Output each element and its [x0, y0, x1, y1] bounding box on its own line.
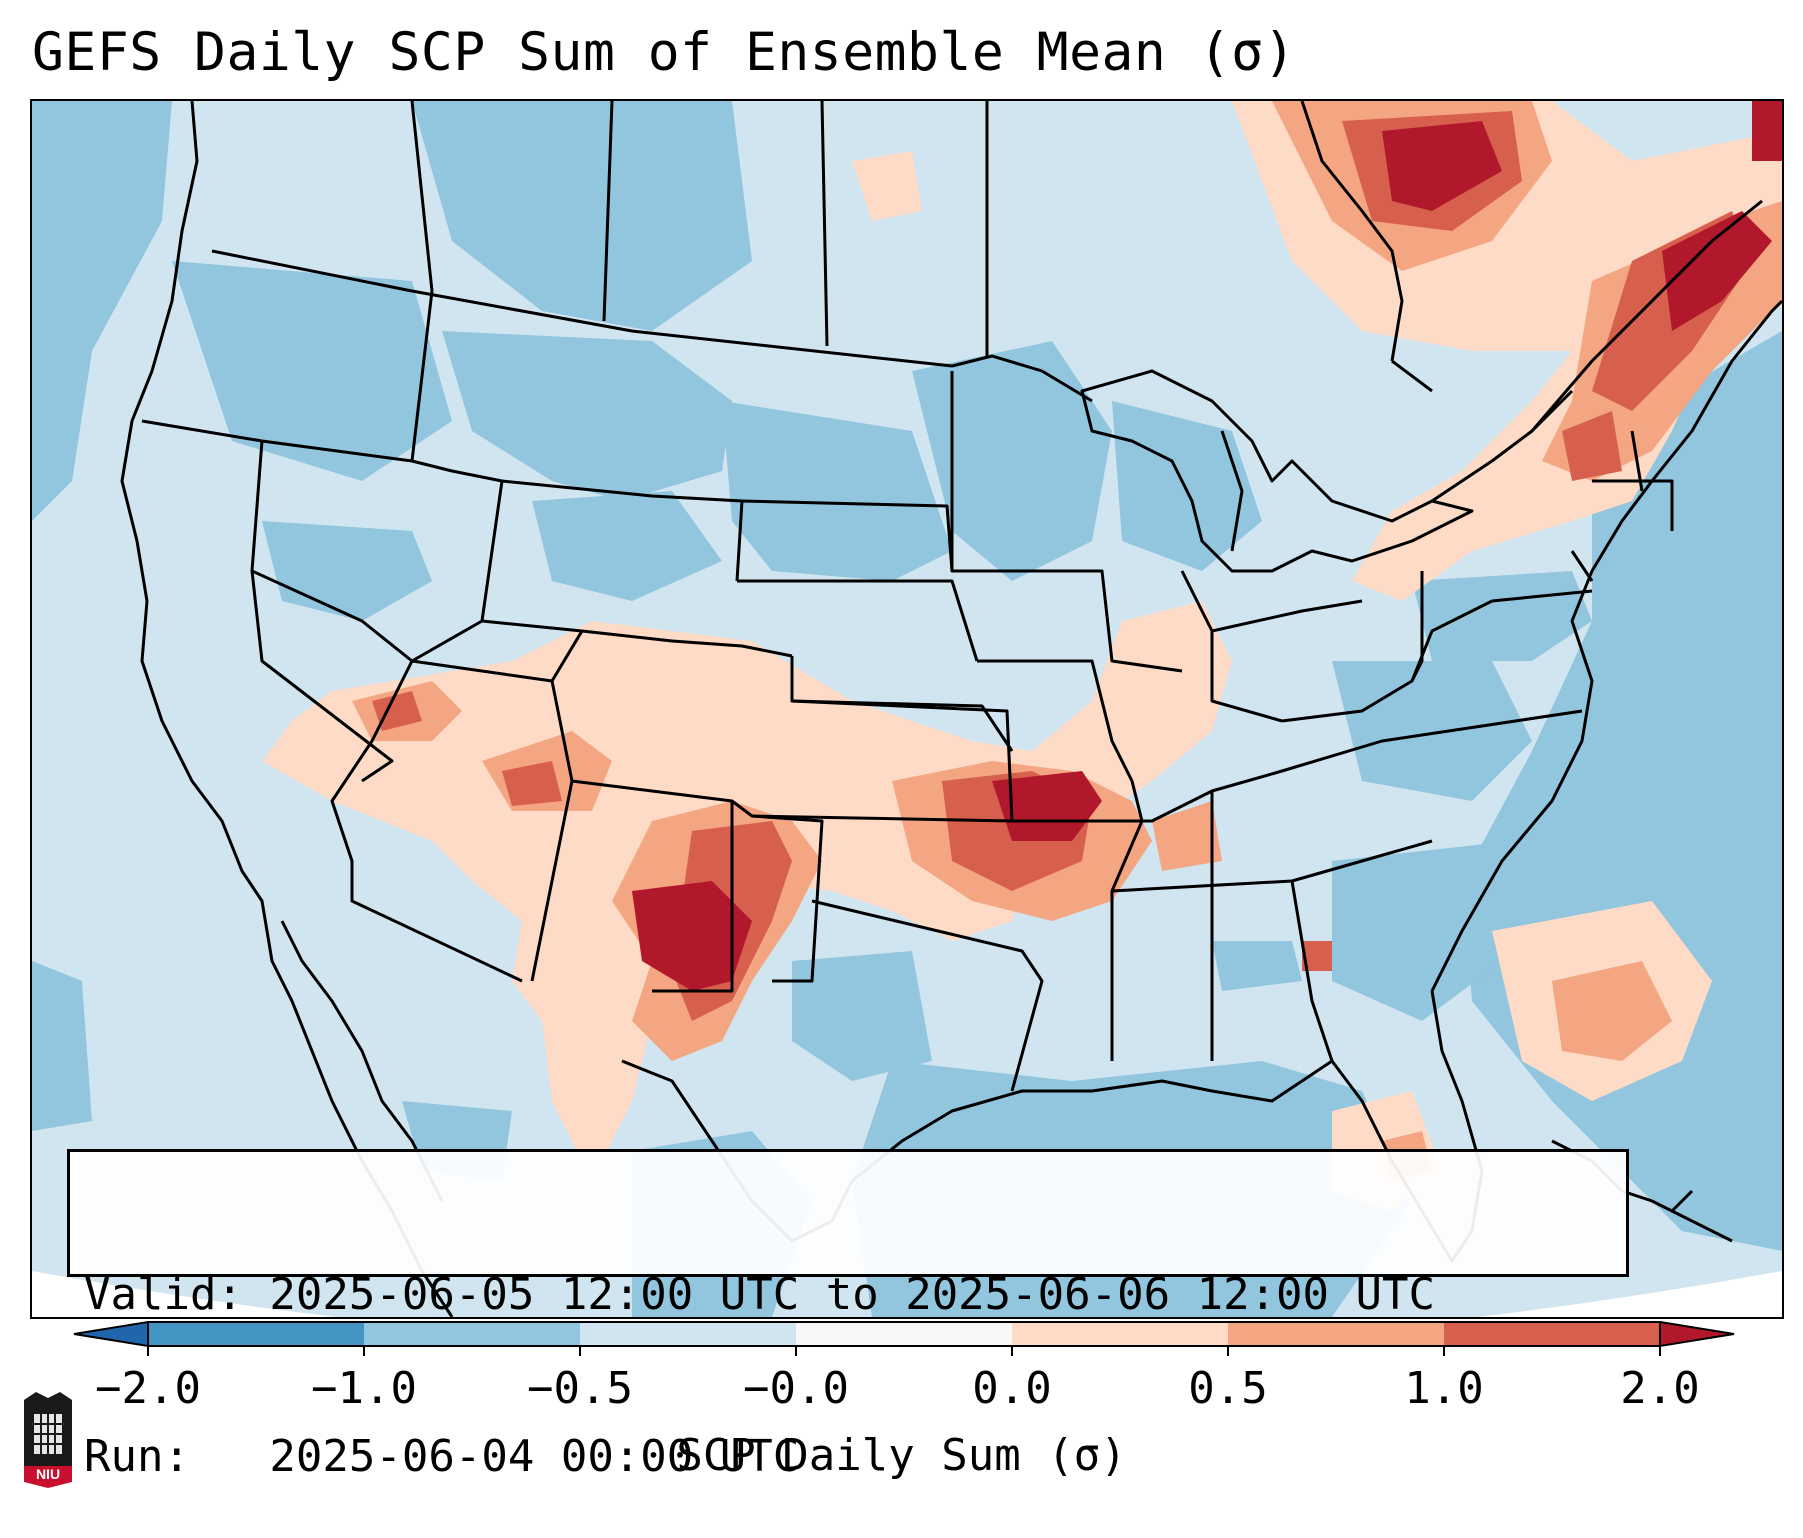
run-time-text: Run: 2025-06-04 00:00 UTC — [84, 1431, 800, 1482]
colorbar-tick-label: 1.0 — [1404, 1363, 1484, 1414]
political-boundaries — [120, 101, 1782, 1317]
colorbar-tick-label: −0.0 — [743, 1363, 849, 1414]
valid-time-text: Valid: 2025-06-05 12:00 UTC to 2025-06-0… — [84, 1269, 1436, 1320]
logo-text: NIU — [35, 1466, 61, 1482]
colorbar-bin-4 — [796, 1322, 1012, 1346]
colorbar-extend-low — [73, 1320, 149, 1348]
colorbar-bin-2 — [364, 1322, 580, 1346]
colorbar-bin-6 — [1228, 1322, 1444, 1346]
colorbar-tick-label: −2.0 — [95, 1363, 201, 1414]
scp-map — [32, 101, 1782, 1317]
colorbar-tick-label: 2.0 — [1620, 1363, 1700, 1414]
colorbar-tick-label: −1.0 — [311, 1363, 417, 1414]
validity-info-box: Valid: 2025-06-05 12:00 UTC to 2025-06-0… — [67, 1149, 1629, 1482]
colorbar — [73, 1320, 1735, 1356]
colorbar-ticks — [147, 1346, 1661, 1356]
colorbar-bin-1 — [148, 1322, 364, 1346]
niu-logo: NIU — [20, 1390, 76, 1488]
castle-icon — [24, 1392, 72, 1488]
colorbar-tick-label: −0.5 — [527, 1363, 633, 1414]
colorbar-tick-label: 0.0 — [972, 1363, 1052, 1414]
colorbar-label: SCP Daily Sum (σ) — [676, 1430, 1127, 1481]
colorbar-bin-3 — [580, 1322, 796, 1346]
map-title: GEFS Daily SCP Sum of Ensemble Mean (σ) — [32, 22, 1296, 83]
map-panel — [30, 99, 1784, 1319]
colorbar-tick-label: 0.5 — [1188, 1363, 1268, 1414]
colorbar-bin-5 — [1012, 1322, 1228, 1346]
colorbar-bin-7 — [1444, 1322, 1660, 1346]
outside-domain-arc — [32, 1271, 1782, 1317]
anomaly-field-plus-2 — [632, 101, 1782, 991]
colorbar-extend-high — [1659, 1320, 1735, 1348]
